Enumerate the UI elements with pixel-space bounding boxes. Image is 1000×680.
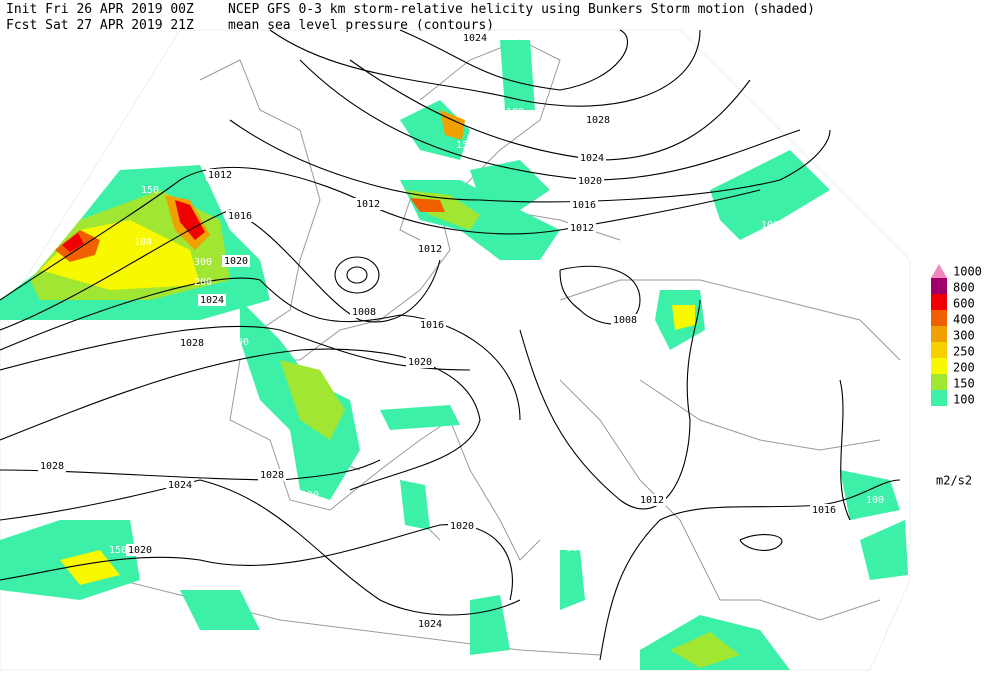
shade-label: 200 bbox=[194, 277, 212, 288]
contour-label: 1024 bbox=[200, 295, 224, 306]
legend-label: 300 bbox=[953, 329, 975, 343]
contour-label-bg bbox=[178, 337, 206, 349]
contour-label: 1016 bbox=[812, 505, 836, 516]
contour-labels: 1024 1028 1024 1020 1016 1012 1012 1016 1020 1024… bbox=[38, 32, 838, 630]
legend-label: 1000 bbox=[953, 265, 982, 279]
legend-label: 400 bbox=[953, 313, 975, 327]
contour-label-bg bbox=[810, 504, 838, 516]
contour-label: 1020 bbox=[224, 256, 248, 267]
contour-label-bg bbox=[448, 520, 476, 532]
contour-label: 1008 bbox=[613, 315, 637, 326]
contour-label-bg bbox=[222, 255, 250, 267]
contour-label: 1016 bbox=[420, 320, 444, 331]
contour-label: 1008 bbox=[352, 307, 376, 318]
contour-label: 1020 bbox=[578, 176, 602, 187]
title: NCEP GFS 0-3 km storm-relative helicity … bbox=[228, 2, 815, 17]
legend-swatch bbox=[931, 358, 947, 374]
shade-label: 100 bbox=[506, 107, 524, 118]
contour-label: 1024 bbox=[418, 619, 442, 630]
legend-label: 250 bbox=[953, 345, 975, 359]
contour-label: 1016 bbox=[228, 211, 252, 222]
shade-label: 300 bbox=[194, 257, 212, 268]
legend-label: 100 bbox=[953, 393, 975, 407]
contour-label-bg bbox=[406, 356, 434, 368]
contour-label-bg bbox=[611, 314, 639, 326]
legend-swatch bbox=[931, 264, 947, 278]
shade-label: 150 bbox=[321, 357, 339, 368]
contour-label-bg bbox=[584, 114, 612, 126]
shade-label: 100 bbox=[866, 495, 884, 506]
contour-label: 1012 bbox=[570, 223, 594, 234]
init-time: Init Fri 26 APR 2019 00Z bbox=[6, 2, 194, 17]
contour-label: 1012 bbox=[640, 495, 664, 506]
contour-label: 1028 bbox=[260, 470, 284, 481]
contour-label-bg bbox=[461, 32, 489, 44]
subtitle: mean sea level pressure (contours) bbox=[228, 18, 494, 33]
contour-label-bg bbox=[578, 152, 606, 164]
legend-swatch bbox=[931, 278, 947, 294]
contour-label-bg bbox=[350, 306, 378, 318]
legend-swatch bbox=[931, 390, 947, 406]
contour-label-bg bbox=[126, 544, 154, 556]
contour-label-bg bbox=[206, 169, 234, 181]
shade-label: 100 bbox=[134, 237, 152, 248]
contour-label-bg bbox=[354, 198, 382, 210]
legend-swatch bbox=[931, 326, 947, 342]
contour-label: 1020 bbox=[128, 545, 152, 556]
shade-label: 100 bbox=[691, 605, 709, 616]
legend-unit: m2/s2 bbox=[936, 474, 972, 488]
legend-label: 150 bbox=[953, 377, 975, 391]
shade-label: 100 bbox=[396, 153, 414, 164]
contour-label-bg bbox=[576, 175, 604, 187]
contour-label-bg bbox=[638, 494, 666, 506]
legend-swatch bbox=[931, 374, 947, 390]
contour-label: 1028 bbox=[586, 115, 610, 126]
legend-swatch bbox=[931, 294, 947, 310]
contour-label: 1012 bbox=[356, 199, 380, 210]
contour-label: 1028 bbox=[180, 338, 204, 349]
contour-label: 1020 bbox=[450, 521, 474, 532]
shade-label: 100 bbox=[761, 220, 779, 231]
legend-swatch bbox=[931, 342, 947, 358]
contour-label-bg bbox=[198, 294, 226, 306]
shade-label: 150 bbox=[109, 545, 127, 556]
contour-label-bg bbox=[258, 469, 286, 481]
contour-label: 1024 bbox=[580, 153, 604, 164]
contour-label-bg bbox=[568, 222, 596, 234]
legend-swatch bbox=[931, 310, 947, 326]
contour-label-bg bbox=[416, 618, 444, 630]
contour-label-bg bbox=[226, 210, 254, 222]
contour-label-bg bbox=[570, 199, 598, 211]
contour-label: 1028 bbox=[40, 461, 64, 472]
contour-label: 1020 bbox=[408, 357, 432, 368]
shade-label: 150 bbox=[456, 140, 474, 151]
legend: 1000 800 600 400 300 250 200 150 100 bbox=[931, 264, 982, 407]
shade-labels: 100 100 150 150 100 300 200 100 150 100 100 100 100 1… bbox=[109, 107, 884, 628]
shade-label: 100 bbox=[566, 543, 584, 554]
shade-label: 100 bbox=[301, 490, 319, 501]
contour-label: 1024 bbox=[463, 33, 487, 44]
contour-label: 1016 bbox=[572, 200, 596, 211]
contour-label: 1012 bbox=[418, 244, 442, 255]
contour-label: 1024 bbox=[168, 480, 192, 491]
map-frame bbox=[0, 29, 911, 671]
contour-label-bg bbox=[418, 319, 446, 331]
legend-label: 600 bbox=[953, 297, 975, 311]
forecast-time: Fcst Sat 27 APR 2019 21Z bbox=[6, 18, 194, 33]
legend-label: 800 bbox=[953, 281, 975, 295]
contour-label: 1012 bbox=[208, 170, 232, 181]
shade-label: 100 bbox=[531, 617, 549, 628]
contour-label-bg bbox=[38, 460, 66, 472]
legend-label: 200 bbox=[953, 361, 975, 375]
shade-label: 100 bbox=[231, 337, 249, 348]
shade-label: 150 bbox=[141, 185, 159, 196]
contour-label-bg bbox=[416, 243, 444, 255]
contour-label-bg bbox=[166, 479, 194, 491]
